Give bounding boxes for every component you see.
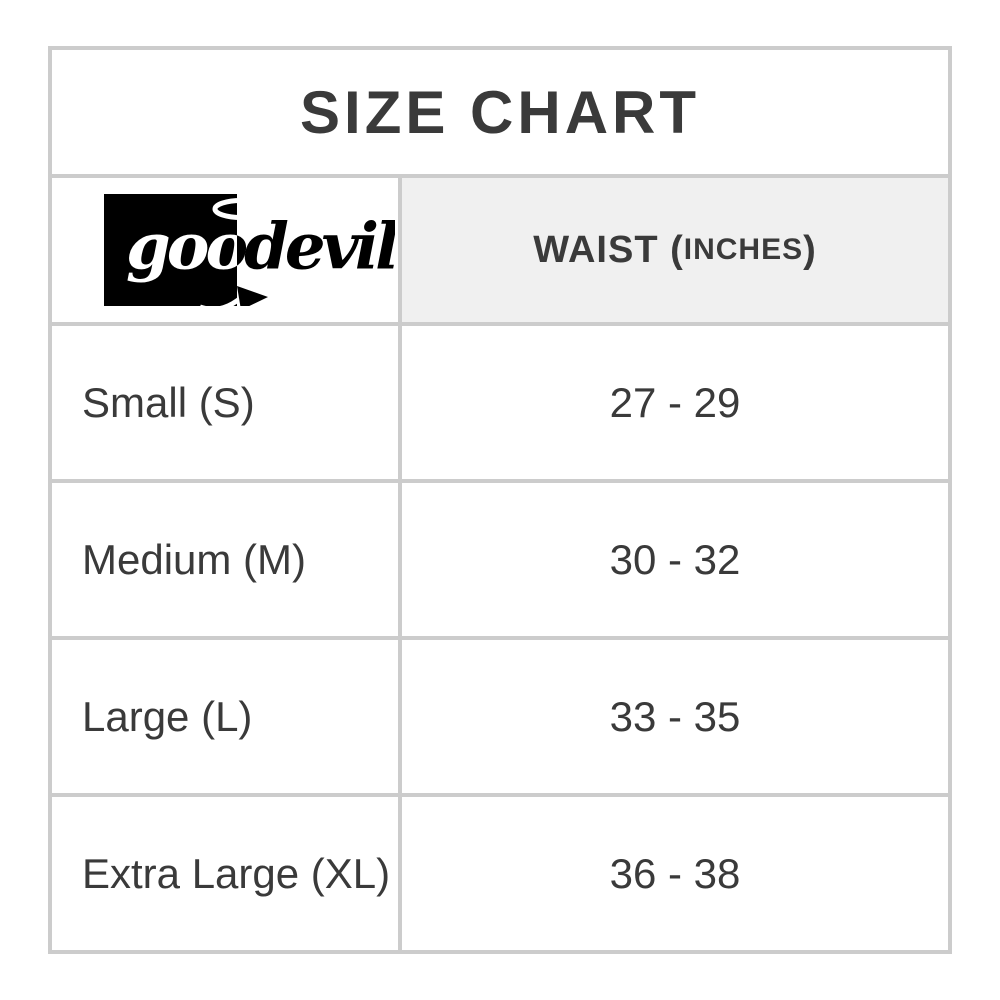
- table-row-size-label: Medium (M): [52, 483, 398, 636]
- waist-value: 27 - 29: [609, 378, 741, 426]
- goodevil-logo: goodevil: [104, 194, 398, 306]
- size-label: Large (L): [82, 692, 253, 740]
- title-row: SIZE CHART: [52, 50, 948, 174]
- waist-value: 30 - 32: [609, 535, 741, 583]
- brand-logo-cell: goodevil: [52, 178, 398, 322]
- waist-header-unit: INCHES: [683, 233, 804, 266]
- table-row-waist-value: 30 - 32: [402, 483, 948, 636]
- size-label: Small (S): [82, 378, 255, 426]
- logo-wordmark: goodevil: [126, 209, 398, 285]
- waist-value: 33 - 35: [609, 692, 741, 740]
- size-label: Extra Large (XL): [82, 849, 391, 897]
- table-row-size-label: Large (L): [52, 640, 398, 793]
- waist-header-prefix: WAIST (: [533, 228, 684, 271]
- table-row-size-label: Small (S): [52, 326, 398, 479]
- page-title: SIZE CHART: [300, 78, 700, 146]
- size-label: Medium (M): [82, 535, 307, 583]
- table-row-size-label: Extra Large (XL): [52, 797, 398, 950]
- devil-tail-arrow-icon: [237, 286, 268, 306]
- waist-value: 36 - 38: [609, 849, 741, 897]
- table-row-waist-value: 36 - 38: [402, 797, 948, 950]
- waist-header-suffix: ): [803, 228, 817, 271]
- column-header-waist: WAIST (INCHES): [402, 178, 948, 322]
- table-row-waist-value: 33 - 35: [402, 640, 948, 793]
- size-chart-table: SIZE CHART goodevil WAIST (INCHES) Small…: [48, 46, 952, 954]
- table-row-waist-value: 27 - 29: [402, 326, 948, 479]
